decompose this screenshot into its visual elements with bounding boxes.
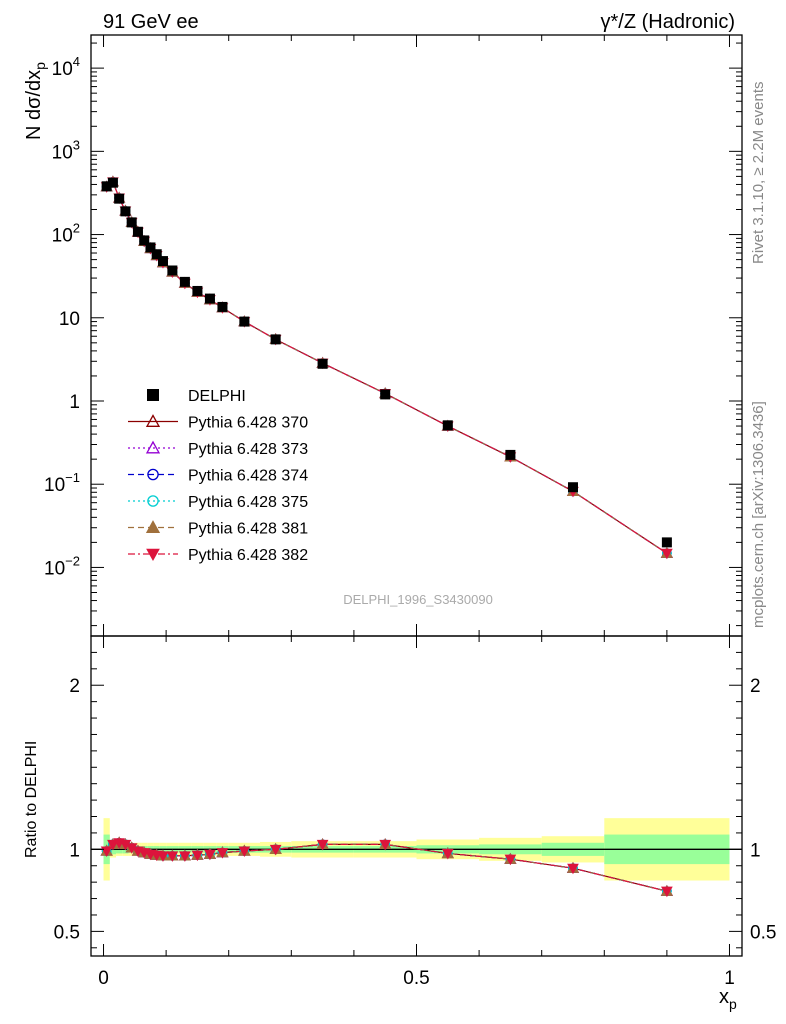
- data-point: [101, 181, 112, 192]
- data-point: [107, 177, 118, 188]
- data-point: [204, 293, 215, 304]
- ratio-point: [238, 846, 251, 858]
- y-tick-label: 104: [52, 54, 80, 80]
- legend: DELPHI Pythia 6.428 370 Pythia 6.428 373 Py…: [128, 388, 308, 564]
- y-tick-label: 103: [52, 137, 80, 163]
- bottom-frame: [90, 635, 743, 957]
- legend-label: Pythia 6.428 382: [188, 547, 308, 564]
- mcplots-label: mcplots.cern.ch [arXiv:1306.3436]: [750, 401, 767, 628]
- ratio-point: [107, 839, 119, 851]
- ratio-y-tick-label-right: 2: [750, 676, 761, 697]
- y-tick-label: 10−2: [44, 553, 80, 579]
- top-ylabel-sub: p: [32, 62, 48, 70]
- data-point: [120, 206, 131, 217]
- analysis-id: DELPHI_1996_S3430090: [343, 592, 493, 607]
- ratio-curves: [100, 836, 673, 898]
- ratio-point: [316, 839, 329, 851]
- legend-marker: [146, 548, 160, 562]
- x-tick-label: 0: [98, 968, 109, 989]
- header-right: γ*/Z (Hadronic): [601, 11, 735, 33]
- top-frame: [90, 34, 743, 637]
- x-axis-title-text: x: [719, 986, 729, 1008]
- legend-marker: [145, 414, 161, 427]
- ratio-point: [441, 848, 454, 860]
- x-tick-label: 0.5: [403, 968, 429, 989]
- legend-label: Pythia 6.428 370: [188, 415, 308, 432]
- svg-text:N dσ/dxp: N dσ/dxp: [23, 62, 48, 140]
- top-ylabel: N dσ/dxp: [23, 62, 48, 140]
- ratio-point: [191, 850, 204, 862]
- data-point: [126, 217, 137, 228]
- data-point: [132, 226, 143, 237]
- ratio-point: [567, 863, 579, 875]
- data-point: [167, 265, 178, 276]
- legend-marker: [145, 520, 161, 533]
- data-point: [139, 235, 150, 246]
- main-points: [100, 175, 673, 560]
- ratio-y-tick-label-right: 1: [750, 840, 761, 861]
- data-point: [179, 276, 190, 287]
- x-axis-title-sub: p: [729, 996, 737, 1012]
- data-point: [380, 389, 391, 400]
- ratio-point: [157, 851, 169, 862]
- bottom-ylabel: Ratio to DELPHI: [23, 741, 40, 858]
- data-point: [505, 449, 516, 460]
- legend-marker: [147, 468, 159, 481]
- data-point: [567, 482, 578, 493]
- mc-point: [661, 548, 673, 560]
- ratio-point: [269, 844, 282, 856]
- legend-label: Pythia 6.428 381: [188, 521, 308, 538]
- legend-marker: [147, 495, 159, 507]
- data-point: [192, 285, 203, 296]
- ratio-y-tick-label-left: 1: [69, 840, 80, 861]
- legend-label: Pythia 6.428 373: [188, 441, 308, 458]
- ratio-y-tick-label-left: 2: [69, 676, 80, 697]
- legend-label: Pythia 6.428 375: [188, 494, 308, 511]
- ratio-y-tick-label-right: 0.5: [750, 922, 776, 943]
- data-point: [114, 193, 125, 204]
- ratio-point: [379, 839, 392, 851]
- legend-label: DELPHI: [188, 388, 246, 405]
- ratio-point: [100, 846, 113, 858]
- ratio-point: [504, 854, 517, 866]
- data-point: [317, 358, 328, 369]
- legend-marker: [145, 440, 161, 454]
- data-point: [145, 242, 156, 253]
- y-tick-label: 102: [52, 221, 80, 247]
- x-axis-title: xp: [719, 986, 737, 1012]
- rivet-label: Rivet 3.1.10, ≥ 2.2M events: [750, 82, 767, 265]
- data-point: [151, 249, 162, 260]
- ratio-point: [661, 886, 673, 898]
- data-point: [270, 334, 281, 345]
- x-tick-label: 1: [724, 968, 735, 989]
- y-tick-label: 10: [59, 309, 80, 330]
- legend-label: Pythia 6.428 374: [188, 468, 308, 485]
- y-tick-label: 10−1: [44, 470, 80, 496]
- top-ylabel-text: N dσ/dx: [23, 70, 45, 140]
- ratio-point: [179, 851, 191, 862]
- ratio-point: [166, 851, 179, 862]
- header-left: 91 GeV ee: [103, 11, 199, 33]
- data-point: [157, 256, 168, 267]
- y-tick-label: 1: [69, 392, 80, 413]
- legend-marker: [147, 389, 159, 401]
- ratio-y-tick-label-left: 0.5: [54, 922, 80, 943]
- data-point: [239, 316, 250, 327]
- data-point: [661, 537, 672, 548]
- data-point: [442, 420, 453, 431]
- data-point: [217, 301, 228, 312]
- ratio-point: [204, 849, 216, 861]
- ratio-point: [216, 848, 229, 859]
